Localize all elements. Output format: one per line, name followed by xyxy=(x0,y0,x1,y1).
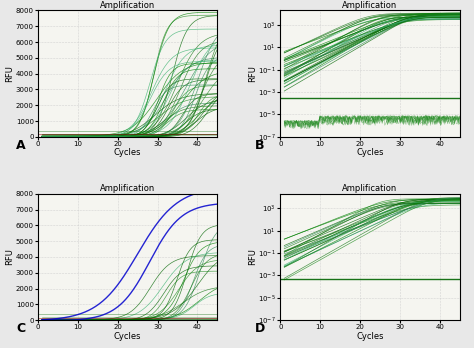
X-axis label: Cycles: Cycles xyxy=(114,148,141,157)
Y-axis label: RFU: RFU xyxy=(5,248,14,266)
Y-axis label: RFU: RFU xyxy=(5,65,14,82)
X-axis label: Cycles: Cycles xyxy=(356,148,384,157)
Text: C: C xyxy=(17,322,26,335)
Title: Amplification: Amplification xyxy=(342,184,398,193)
Text: D: D xyxy=(255,322,265,335)
X-axis label: Cycles: Cycles xyxy=(114,332,141,341)
Text: A: A xyxy=(17,139,26,152)
Title: Amplification: Amplification xyxy=(342,1,398,10)
Title: Amplification: Amplification xyxy=(100,1,155,10)
X-axis label: Cycles: Cycles xyxy=(356,332,384,341)
Text: B: B xyxy=(255,139,264,152)
Y-axis label: RFU: RFU xyxy=(248,248,257,266)
Y-axis label: RFU: RFU xyxy=(248,65,257,82)
Title: Amplification: Amplification xyxy=(100,184,155,193)
